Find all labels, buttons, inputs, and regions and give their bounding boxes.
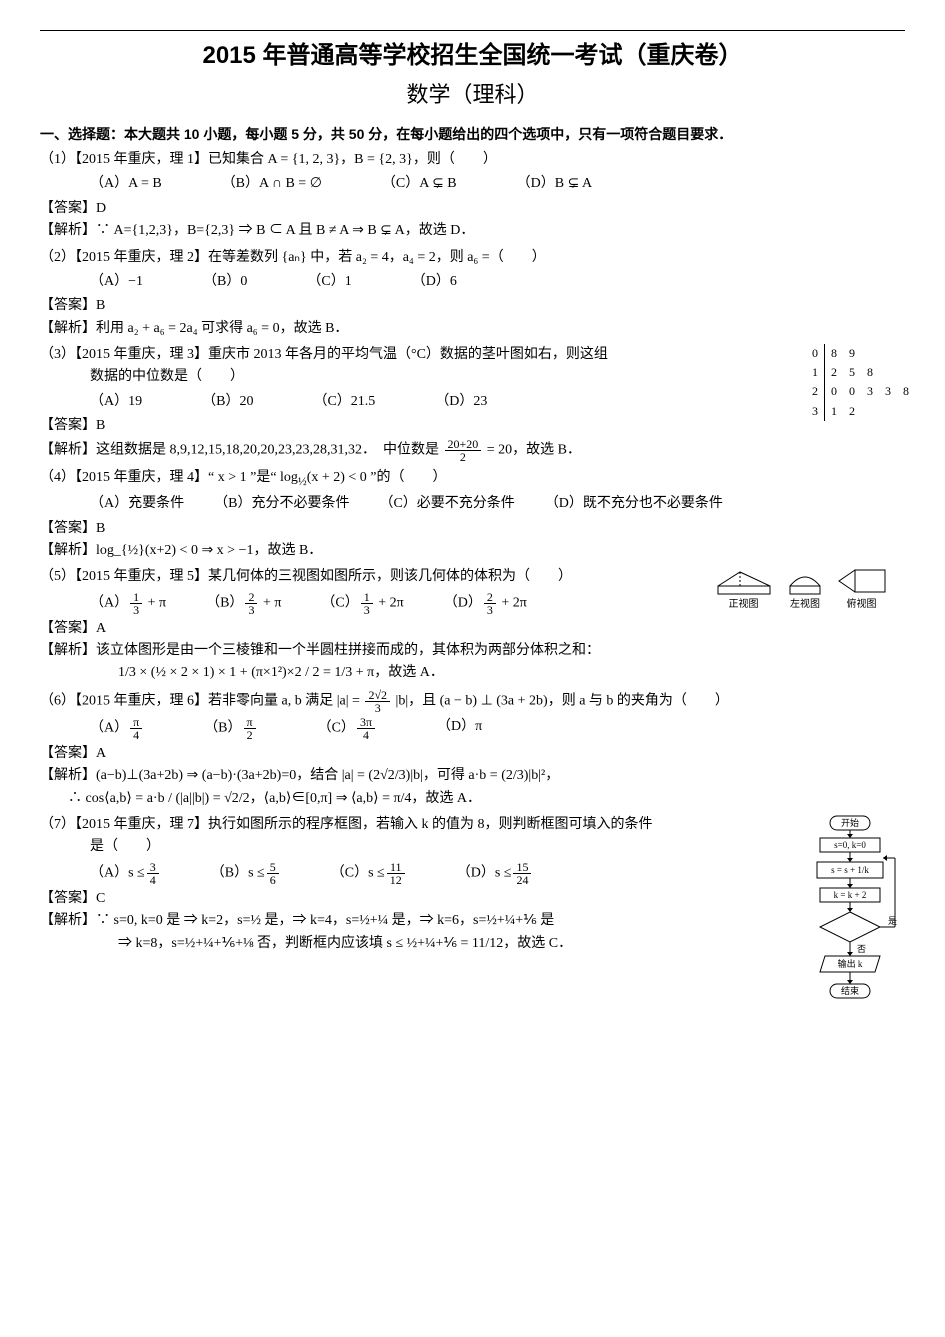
q7-opt-D: （D）s ≤1524 — [457, 861, 534, 886]
q5-opt-D: （D）23 + 2π — [444, 591, 527, 616]
stem-leaf-plot: 089 1258 200338 312 — [806, 344, 915, 421]
q3-stem-line2: 数据的中位数是（ ） — [90, 366, 905, 388]
q5-answer: 【答案】A — [40, 618, 905, 640]
q1-options: （A）A = B （B）A ∩ B = ∅ （C）A ⊊ B （D）B ⊊ A — [90, 173, 905, 195]
q1-solution: 【解析】∵ A={1,2,3}，B={2,3} ⇒ B ⊂ A 且 B ≠ A … — [40, 220, 905, 242]
question-2: （2）【2015 年重庆，理 2】在等差数列 {aₙ} 中，若 a₂ = 4，a… — [40, 247, 905, 341]
q7-opt-C: （C）s ≤1112 — [331, 861, 407, 886]
q7-options: （A）s ≤34 （B）s ≤56 （C）s ≤1112 （D）s ≤1524 — [90, 861, 789, 886]
q6-opt-C: （C）3π4 — [318, 716, 377, 741]
q1-opt-D: （D）B ⊊ A — [517, 173, 593, 195]
q2-stem: （2）【2015 年重庆，理 2】在等差数列 {aₙ} 中，若 a₂ = 4，a… — [40, 247, 905, 269]
question-6: （6）【2015 年重庆，理 6】若非零向量 a, b 满足 |a| = 2√2… — [40, 689, 905, 810]
q7-stem-line2: 是（ ） — [90, 836, 905, 858]
question-3: 089 1258 200338 312 （3）【2015 年重庆，理 3】重庆市… — [40, 344, 905, 463]
flowchart-figure: 开始 s=0, k=0 s = s + 1/k k = k + 2 是 否 输出… — [795, 814, 905, 1024]
q7-answer: 【答案】C — [40, 888, 905, 910]
svg-text:输出 k: 输出 k — [838, 958, 863, 969]
q5-opt-B: （B）23 + π — [206, 591, 281, 616]
q2-solution: 【解析】利用 a₂ + a₆ = 2a₄ 可求得 a₆ = 0，故选 B． — [40, 318, 905, 340]
q6-stem: （6）【2015 年重庆，理 6】若非零向量 a, b 满足 |a| = 2√2… — [40, 689, 905, 714]
stemleaf-row: 312 — [806, 402, 915, 421]
q3-opt-A: （A）19 — [90, 391, 142, 413]
svg-text:否: 否 — [857, 944, 866, 954]
q4-opt-C: （C）必要不充分条件 — [379, 493, 514, 515]
q3-options: （A）19 （B）20 （C）21.5 （D）23 — [90, 391, 905, 413]
q6-opt-B: （B）π2 — [204, 716, 257, 741]
stemleaf-row: 089 — [806, 344, 915, 363]
q1-answer: 【答案】D — [40, 198, 905, 220]
q6-solution-2: ∴ cos⟨a,b⟩ = a·b / (|a||b|) = √2/2，⟨a,b⟩… — [40, 788, 905, 810]
section-1-heading: 一、选择题：本大题共 10 小题，每小题 5 分，共 50 分，在每小题给出的四… — [40, 123, 905, 145]
q3-solution: 【解析】这组数据是 8,9,12,15,18,20,20,23,23,28,31… — [40, 438, 905, 463]
q3-answer: 【答案】B — [40, 415, 905, 437]
top-rule — [40, 30, 905, 31]
top-view-icon — [833, 566, 891, 596]
svg-text:是: 是 — [888, 916, 897, 926]
exam-subject: 数学（理科） — [40, 77, 905, 112]
svg-text:结束: 结束 — [841, 985, 859, 996]
question-5: 正视图 左视图 俯视图 （5）【2015 年重庆，理 5】某几何体的三视图如图所… — [40, 566, 905, 685]
q6-options: （A）π4 （B）π2 （C）3π4 （D）π — [90, 716, 905, 741]
q4-opt-A: （A）充要条件 — [90, 493, 184, 515]
side-view-icon — [780, 566, 830, 596]
q5-solution-calc: 1/3 × (½ × 2 × 1) × 1 + (π×1²)×2 / 2 = 1… — [90, 662, 905, 684]
q2-answer: 【答案】B — [40, 295, 905, 317]
stemleaf-row: 200338 — [806, 382, 915, 401]
q2-options: （A）−1 （B）0 （C）1 （D）6 — [90, 271, 905, 293]
q6-opt-D: （D）π — [437, 716, 482, 741]
q4-stem: （4）【2015 年重庆，理 4】“ x > 1 ”是“ log½(x + 2)… — [40, 467, 905, 491]
q4-answer: 【答案】B — [40, 518, 905, 540]
question-4: （4）【2015 年重庆，理 4】“ x > 1 ”是“ log½(x + 2)… — [40, 467, 905, 563]
svg-text:k = k + 2: k = k + 2 — [834, 890, 867, 900]
q4-solution: 【解析】log_{½}(x+2) < 0 ⇒ x > −1，故选 B． — [40, 540, 905, 562]
q4-options: （A）充要条件 （B）充分不必要条件 （C）必要不充分条件 （D）既不充分也不必… — [90, 493, 905, 515]
q3-opt-B: （B）20 — [202, 391, 253, 413]
q6-answer: 【答案】A — [40, 743, 905, 765]
front-view-icon — [710, 566, 778, 596]
q5-solution-text: 【解析】该立体图形是由一个三棱锥和一个半圆柱拼接而成的，其体积为两部分体积之和： — [40, 640, 905, 662]
svg-text:s=0, k=0: s=0, k=0 — [834, 840, 866, 850]
q3-opt-C: （C）21.5 — [313, 391, 375, 413]
median-fraction: 20+202 — [445, 438, 482, 463]
flowchart-svg: 开始 s=0, k=0 s = s + 1/k k = k + 2 是 否 输出… — [795, 814, 905, 1024]
three-views-figure: 正视图 左视图 俯视图 — [695, 566, 905, 613]
q4-opt-B: （B）充分不必要条件 — [214, 493, 349, 515]
q7-stem-line1: （7）【2015 年重庆，理 7】执行如图所示的程序框图，若输入 k 的值为 8… — [40, 814, 905, 836]
q6-solution-1: 【解析】(a−b)⊥(3a+2b) ⇒ (a−b)·(3a+2b)=0，结合 |… — [40, 765, 905, 787]
q2-opt-D: （D）6 — [412, 271, 457, 293]
q2-opt-B: （B）0 — [203, 271, 247, 293]
q1-opt-C: （C）A ⊊ B — [382, 173, 457, 195]
stemleaf-row: 1258 — [806, 363, 915, 382]
q1-opt-B: （B）A ∩ B = ∅ — [222, 173, 322, 195]
q5-options: （A）13 + π （B）23 + π （C）13 + 2π （D）23 + 2… — [90, 591, 689, 616]
q7-opt-B: （B）s ≤56 — [211, 861, 281, 886]
q5-opt-A: （A）13 + π — [90, 591, 166, 616]
q5-opt-C: （C）13 + 2π — [321, 591, 403, 616]
q4-opt-D: （D）既不充分也不必要条件 — [545, 493, 723, 515]
exam-title: 2015 年普通高等学校招生全国统一考试（重庆卷） — [40, 37, 905, 75]
q6-opt-A: （A）π4 — [90, 716, 144, 741]
question-7: 开始 s=0, k=0 s = s + 1/k k = k + 2 是 否 输出… — [40, 814, 905, 1024]
q1-stem: （1）【2015 年重庆，理 1】已知集合 A = {1, 2, 3}，B = … — [40, 149, 905, 171]
q2-opt-A: （A）−1 — [90, 271, 143, 293]
q7-solution-1: 【解析】∵ s=0, k=0 是 ⇒ k=2，s=½ 是，⇒ k=4，s=½+¼… — [40, 910, 905, 932]
q2-opt-C: （C）1 — [307, 271, 351, 293]
question-1: （1）【2015 年重庆，理 1】已知集合 A = {1, 2, 3}，B = … — [40, 149, 905, 243]
q3-stem-line1: （3）【2015 年重庆，理 3】重庆市 2013 年各月的平均气温（°C）数据… — [40, 344, 905, 366]
q7-solution-2: ⇒ k=8，s=½+¼+⅙+⅛ 否，判断框内应该填 s ≤ ½+¼+⅙ = 11… — [90, 933, 905, 955]
q7-opt-A: （A）s ≤34 — [90, 861, 161, 886]
q1-opt-A: （A）A = B — [90, 173, 162, 195]
svg-text:开始: 开始 — [841, 817, 859, 828]
svg-text:s = s + 1/k: s = s + 1/k — [831, 865, 869, 875]
q3-opt-D: （D）23 — [435, 391, 487, 413]
